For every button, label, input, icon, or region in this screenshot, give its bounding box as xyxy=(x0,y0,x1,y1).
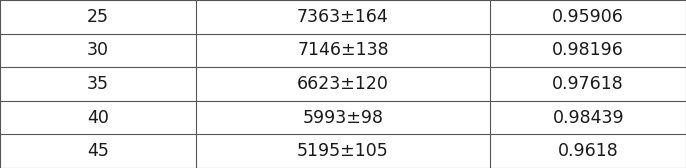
FancyBboxPatch shape xyxy=(0,134,196,168)
FancyBboxPatch shape xyxy=(490,67,686,101)
Text: 5993±98: 5993±98 xyxy=(303,109,383,127)
Text: 0.9618: 0.9618 xyxy=(558,142,619,160)
Text: 0.95906: 0.95906 xyxy=(552,8,624,26)
FancyBboxPatch shape xyxy=(490,134,686,168)
FancyBboxPatch shape xyxy=(0,101,196,134)
FancyBboxPatch shape xyxy=(490,0,686,34)
Text: 5195±105: 5195±105 xyxy=(297,142,389,160)
FancyBboxPatch shape xyxy=(196,0,490,34)
FancyBboxPatch shape xyxy=(0,0,196,34)
Text: 7363±164: 7363±164 xyxy=(297,8,389,26)
FancyBboxPatch shape xyxy=(0,67,196,101)
Text: 40: 40 xyxy=(87,109,108,127)
Text: 6623±120: 6623±120 xyxy=(297,75,389,93)
Text: 25: 25 xyxy=(86,8,109,26)
Text: 0.98439: 0.98439 xyxy=(552,109,624,127)
Text: 45: 45 xyxy=(87,142,108,160)
FancyBboxPatch shape xyxy=(196,101,490,134)
FancyBboxPatch shape xyxy=(196,134,490,168)
Text: 7146±138: 7146±138 xyxy=(297,41,389,59)
FancyBboxPatch shape xyxy=(196,34,490,67)
Text: 0.98196: 0.98196 xyxy=(552,41,624,59)
FancyBboxPatch shape xyxy=(490,34,686,67)
FancyBboxPatch shape xyxy=(196,67,490,101)
FancyBboxPatch shape xyxy=(490,101,686,134)
Text: 35: 35 xyxy=(86,75,109,93)
Text: 0.97618: 0.97618 xyxy=(552,75,624,93)
FancyBboxPatch shape xyxy=(0,34,196,67)
Text: 30: 30 xyxy=(86,41,109,59)
